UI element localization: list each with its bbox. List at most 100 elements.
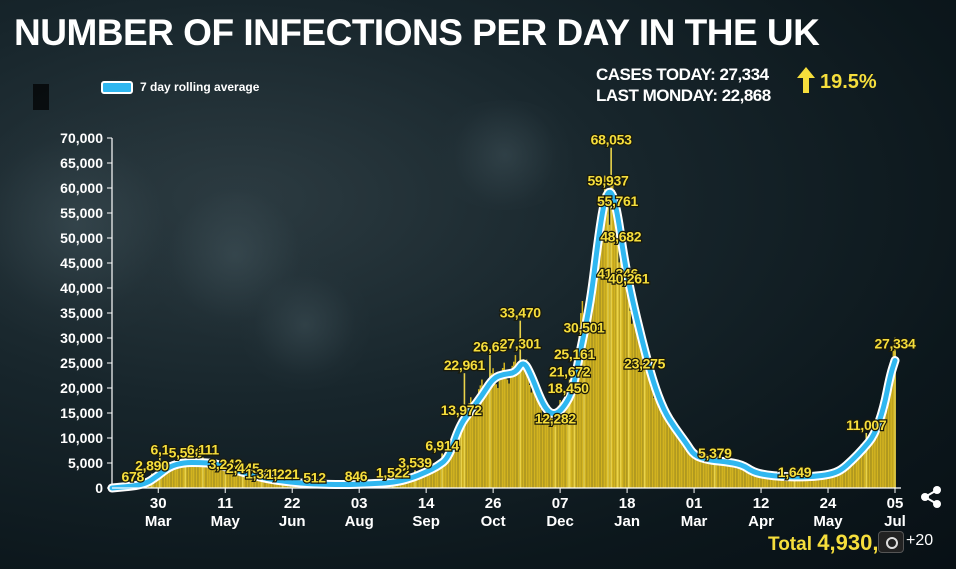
y-axis: 0 5,000 10,000 15,000 20,000 25,000 30,000 35,0…: [60, 130, 113, 496]
daily-bar: [562, 408, 565, 488]
daily-bar: [457, 424, 459, 488]
daily-bar: [648, 361, 651, 488]
y-tick-label: 35,000: [60, 305, 103, 321]
daily-bar: [769, 474, 772, 488]
daily-bar: [560, 405, 563, 488]
daily-bar: [498, 380, 501, 488]
daily-bar: [726, 459, 729, 488]
daily-bar: [551, 418, 553, 488]
daily-bar: [765, 476, 767, 488]
daily-bar: [855, 454, 858, 488]
daily-bar: [637, 313, 639, 488]
x-tick-day: 26: [485, 495, 502, 512]
daily-bar: [651, 389, 654, 488]
daily-bar: [237, 470, 239, 488]
daily-bar: [712, 458, 714, 488]
x-axis: 30Mar11May22Jun03Aug14Sep26Oct07Dec18Jan…: [112, 487, 906, 530]
daily-bar: [446, 457, 448, 488]
daily-bar: [492, 368, 494, 488]
daily-bar: [176, 461, 179, 488]
daily-bar: [835, 472, 837, 488]
daily-bar: [613, 189, 616, 488]
daily-bar: [422, 470, 424, 488]
daily-bar: [841, 469, 844, 488]
y-tick-label: 5,000: [68, 455, 103, 471]
daily-bar: [222, 463, 225, 488]
daily-bar: [654, 396, 657, 488]
annotated-bar: [573, 362, 576, 488]
daily-bar: [208, 462, 210, 488]
daily-bar: [744, 467, 746, 488]
daily-bar: [685, 445, 687, 488]
daily-bar: [804, 476, 807, 488]
daily-bar: [578, 327, 580, 488]
daily-bars: [112, 175, 896, 488]
annotated-bar: [583, 335, 585, 488]
daily-bar: [454, 443, 456, 488]
daily-bar: [452, 452, 454, 488]
daily-bar: [863, 447, 866, 488]
daily-bar: [811, 477, 813, 488]
y-tick-label: 10,000: [60, 430, 103, 446]
daily-bar: [745, 467, 748, 488]
daily-bar: [750, 471, 753, 488]
data-label: 55,761: [597, 193, 639, 209]
daily-bar: [647, 360, 649, 488]
y-tick-label: 40,000: [60, 280, 103, 296]
data-label: 68,053: [591, 132, 633, 148]
data-label: 11,007: [846, 417, 887, 433]
daily-bar: [471, 403, 474, 488]
daily-bar: [481, 379, 483, 488]
daily-bar: [784, 476, 786, 488]
daily-bar: [493, 378, 496, 488]
daily-bar: [415, 474, 418, 488]
daily-bar: [844, 466, 847, 488]
virus-background-blob: [150, 170, 320, 340]
data-label: 33,470: [500, 305, 542, 321]
daily-bar: [594, 258, 596, 488]
daily-bar: [734, 462, 737, 488]
daily-bar: [195, 464, 198, 488]
annotated-bar: [616, 281, 619, 488]
decorative-square: [33, 84, 49, 110]
daily-bar: [602, 193, 604, 488]
daily-bar: [219, 465, 222, 488]
annotated-bar: [202, 457, 204, 488]
daily-bar: [546, 407, 549, 488]
data-label: 3,242: [208, 456, 242, 472]
x-tick-month: Aug: [345, 513, 374, 530]
x-tick-day: 01: [686, 495, 703, 512]
daily-bar: [653, 398, 655, 488]
data-label: 1,649: [778, 464, 812, 480]
data-label: 12,282: [535, 411, 577, 427]
annotated-bar: [224, 471, 227, 488]
daily-bar: [548, 405, 550, 488]
daily-bar: [238, 472, 241, 488]
daily-bar: [407, 479, 410, 488]
daily-bar: [838, 469, 840, 488]
share-icon[interactable]: [918, 484, 944, 510]
photo-count[interactable]: +20: [906, 532, 934, 549]
daily-bar: [725, 460, 727, 488]
daily-bar: [525, 359, 528, 488]
daily-bar: [891, 360, 893, 488]
daily-bar: [886, 394, 888, 488]
daily-bar: [828, 475, 831, 488]
daily-bar: [187, 461, 190, 488]
daily-bar: [876, 428, 879, 488]
data-label: 1,221: [266, 466, 300, 482]
virus-background-blob: [430, 100, 580, 210]
daily-bar: [868, 437, 871, 488]
data-label: 48,682: [600, 229, 642, 245]
daily-bar: [426, 469, 429, 488]
daily-bar: [621, 272, 624, 488]
daily-bar: [702, 456, 705, 488]
camera-icon[interactable]: [878, 531, 904, 553]
x-tick-day: 14: [418, 495, 435, 512]
daily-bar: [251, 476, 254, 488]
daily-bar: [857, 450, 860, 488]
daily-bar: [474, 407, 477, 488]
daily-bar: [213, 460, 215, 488]
daily-bar: [538, 399, 541, 488]
daily-bar: [536, 387, 539, 488]
